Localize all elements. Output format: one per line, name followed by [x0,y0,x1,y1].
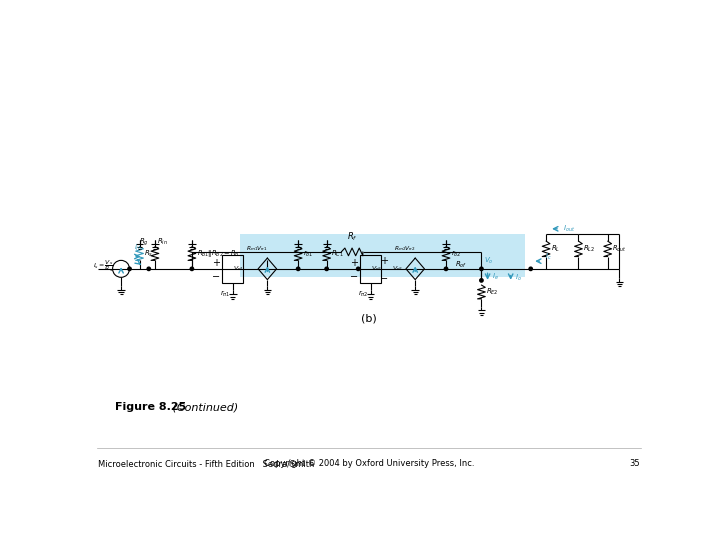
Text: $-$: $-$ [379,272,388,281]
Text: $V_{\pi1}$: $V_{\pi1}$ [233,265,245,273]
Bar [222,255,243,283]
Text: $R_{L2}$: $R_{L2}$ [583,244,595,254]
Text: $-$: $-$ [349,270,359,280]
Text: +: + [212,258,220,268]
Circle shape [480,267,483,271]
Text: $-$: $-$ [211,270,220,280]
Text: $R_L$: $R_L$ [551,244,560,254]
Circle shape [444,267,448,271]
Text: Microelectronic Circuits - Fifth Edition   Sedra/Smith: Microelectronic Circuits - Fifth Edition… [98,459,315,468]
Circle shape [356,267,360,271]
Circle shape [480,279,483,282]
Text: $R_{out}$: $R_{out}$ [611,244,626,254]
Text: $i_{in}$: $i_{in}$ [134,242,142,253]
Text: $I_o$: $I_o$ [516,273,522,283]
Text: +: + [350,258,359,268]
Text: +: + [379,256,387,266]
Text: $R_{of}$: $R_{of}$ [455,260,467,270]
Text: $V_o$: $V_o$ [485,255,494,266]
Text: $R_{B1} \| R_{B2} = R_B$: $R_{B1} \| R_{B2} = R_B$ [197,248,239,259]
Text: (Continued): (Continued) [168,402,238,413]
Circle shape [128,267,131,271]
Text: $I_s = \dfrac{V_s}{R_s}$: $I_s = \dfrac{V_s}{R_s}$ [94,258,114,274]
Text: $V_{\pi2}$: $V_{\pi2}$ [392,265,403,273]
Circle shape [147,267,150,271]
Text: $R_g$: $R_g$ [139,237,149,248]
Text: $I_e$: $I_e$ [492,272,499,282]
Text: $R_{m1}V_{\pi1}$: $R_{m1}V_{\pi1}$ [246,245,267,253]
Text: $R_{C1}$: $R_{C1}$ [331,248,344,259]
Text: $V_{\pi2}$: $V_{\pi2}$ [372,265,382,273]
Bar [360,255,382,283]
Text: $R_s$: $R_s$ [144,248,153,259]
Circle shape [190,267,194,271]
Circle shape [529,267,532,271]
Circle shape [325,267,328,271]
Text: $r_{\pi2}$: $r_{\pi2}$ [358,289,368,299]
Bar [240,234,526,276]
Text: 35: 35 [629,459,640,468]
Text: $r_{o2}$: $r_{o2}$ [451,248,461,259]
Text: $R_{m2}V_{\pi2}$: $R_{m2}V_{\pi2}$ [394,245,415,253]
Text: $R_{in}$: $R_{in}$ [157,237,168,247]
Text: $r_{o1}$: $r_{o1}$ [303,248,313,259]
Text: $R_f$: $R_f$ [347,231,357,244]
Text: Figure 8.25: Figure 8.25 [115,402,186,413]
Text: Copyright © 2004 by Oxford University Press, Inc.: Copyright © 2004 by Oxford University Pr… [264,459,474,468]
Circle shape [297,267,300,271]
Text: $I_{out}$: $I_{out}$ [563,224,575,234]
Text: $R_{E2}$: $R_{E2}$ [486,287,499,297]
Text: (b): (b) [361,314,377,324]
Text: $I_c$: $I_c$ [544,252,552,262]
Text: $r_{\pi1}$: $r_{\pi1}$ [220,289,230,299]
